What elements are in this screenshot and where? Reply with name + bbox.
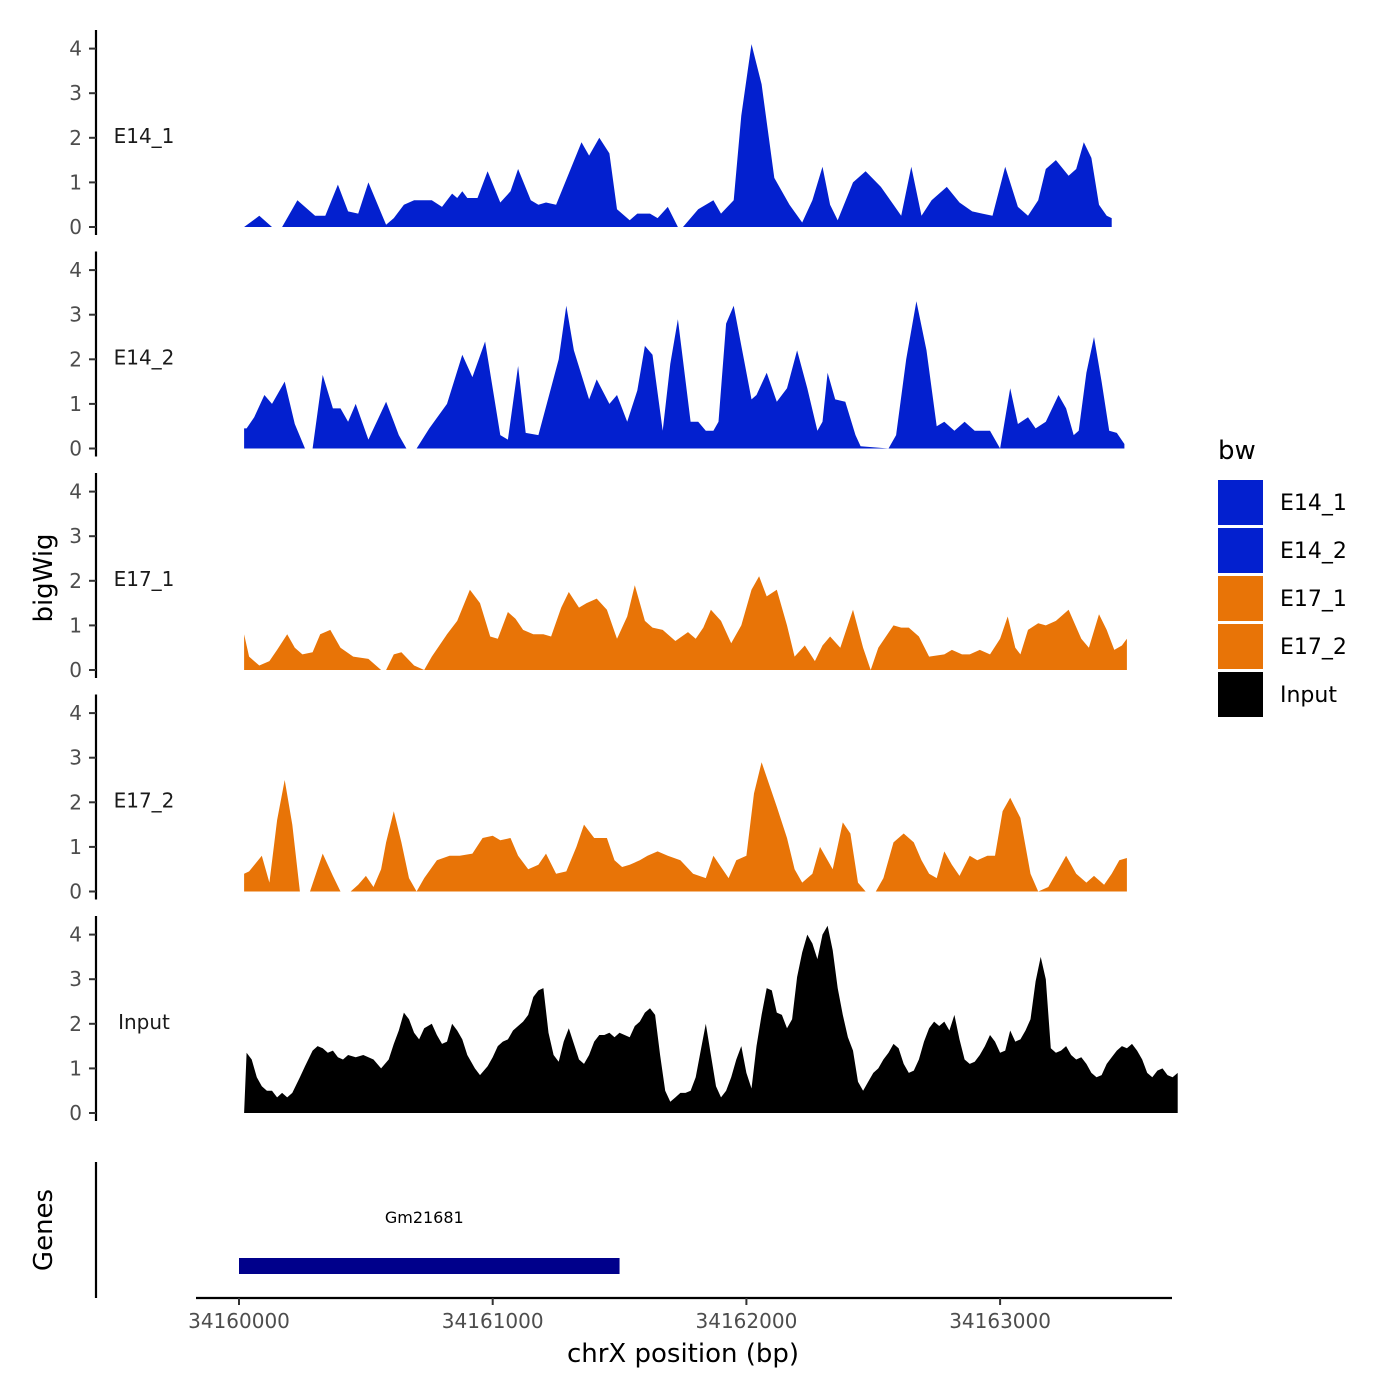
y-tick-label: 1 xyxy=(69,835,82,859)
legend-swatch xyxy=(1218,528,1263,573)
track-e17-1: 0 1 2 3 4 E17_1 xyxy=(69,473,1127,682)
legend: bw E14_1 E14_2 E17_1 E17_2 Input xyxy=(1218,436,1347,717)
x-tick-label: 34163000 xyxy=(949,1309,1051,1333)
gene-models: Gm21681 xyxy=(239,1208,620,1274)
y-tick-label: 0 xyxy=(69,437,82,461)
y-axis-title: bigWig xyxy=(29,533,59,622)
y-tick-label: 3 xyxy=(69,524,82,548)
y-tick-label: 2 xyxy=(69,126,82,150)
coverage-area-e17-2 xyxy=(244,762,1127,892)
track-label: E17_2 xyxy=(114,789,175,813)
y-tick-label: 0 xyxy=(69,880,82,904)
y-tick-label: 1 xyxy=(69,170,82,194)
y-tick-label: 0 xyxy=(69,1101,82,1125)
track-e17-2: 0 1 2 3 4 E17_2 xyxy=(69,694,1127,904)
legend-label: E14_1 xyxy=(1280,491,1347,516)
y-tick-label: 2 xyxy=(69,569,82,593)
y-tick-label: 0 xyxy=(69,215,82,239)
legend-title: bw xyxy=(1218,436,1256,466)
legend-swatch xyxy=(1218,624,1263,669)
y-tick-label: 1 xyxy=(69,613,82,637)
gene-bar xyxy=(239,1258,620,1274)
legend-label: E17_1 xyxy=(1280,587,1347,612)
legend-swatch xyxy=(1218,576,1263,621)
genes-track-title: Genes xyxy=(29,1189,59,1271)
y-tick-label: 2 xyxy=(69,347,82,371)
gene-label: Gm21681 xyxy=(385,1208,464,1227)
y-tick-label: 4 xyxy=(69,480,82,504)
track-label: E17_1 xyxy=(114,567,175,591)
y-tick-label: 2 xyxy=(69,1012,82,1036)
y-tick-label: 4 xyxy=(69,701,82,725)
coverage-tracks: 0 1 2 3 4 E14_1 0 1 2 3 4 E14_2 0 1 2 3 4 E17_1 0 1 2 3 4 E17_2… xyxy=(69,30,1178,1125)
y-tick-label: 4 xyxy=(69,258,82,282)
y-tick-label: 0 xyxy=(69,658,82,682)
x-axis: 34160000 34161000 34162000 34163000 xyxy=(188,1296,1172,1333)
y-tick-label: 1 xyxy=(69,392,82,416)
legend-label: E14_2 xyxy=(1280,539,1347,564)
genes-track: Genes Gm21681 xyxy=(29,1162,620,1298)
y-tick-label: 4 xyxy=(69,923,82,947)
coverage-area-e17-1 xyxy=(244,576,1127,670)
legend-swatch xyxy=(1218,672,1263,717)
y-tick-label: 2 xyxy=(69,790,82,814)
x-tick-label: 34161000 xyxy=(442,1309,544,1333)
y-tick-label: 4 xyxy=(69,37,82,61)
x-tick-label: 34160000 xyxy=(188,1309,290,1333)
track-label: E14_1 xyxy=(114,124,175,148)
legend-label: Input xyxy=(1280,683,1337,708)
legend-label: E17_2 xyxy=(1280,635,1347,660)
coverage-area-input xyxy=(244,925,1178,1113)
y-tick-label: 3 xyxy=(69,81,82,105)
track-label: E14_2 xyxy=(114,346,175,370)
track-e14-2: 0 1 2 3 4 E14_2 xyxy=(69,251,1125,461)
track-label: Input xyxy=(118,1010,170,1034)
track-e14-1: 0 1 2 3 4 E14_1 xyxy=(69,30,1112,239)
x-axis-title: chrX position (bp) xyxy=(567,1339,799,1369)
legend-swatch xyxy=(1218,480,1263,525)
coverage-area-e14-1 xyxy=(244,44,1112,227)
y-tick-label: 3 xyxy=(69,746,82,770)
track-input: 0 1 2 3 4 Input xyxy=(69,916,1178,1125)
y-tick-label: 3 xyxy=(69,303,82,327)
y-tick-label: 3 xyxy=(69,967,82,991)
y-tick-label: 1 xyxy=(69,1056,82,1080)
coverage-area-e14-2 xyxy=(244,301,1125,449)
x-tick-label: 34162000 xyxy=(696,1309,798,1333)
